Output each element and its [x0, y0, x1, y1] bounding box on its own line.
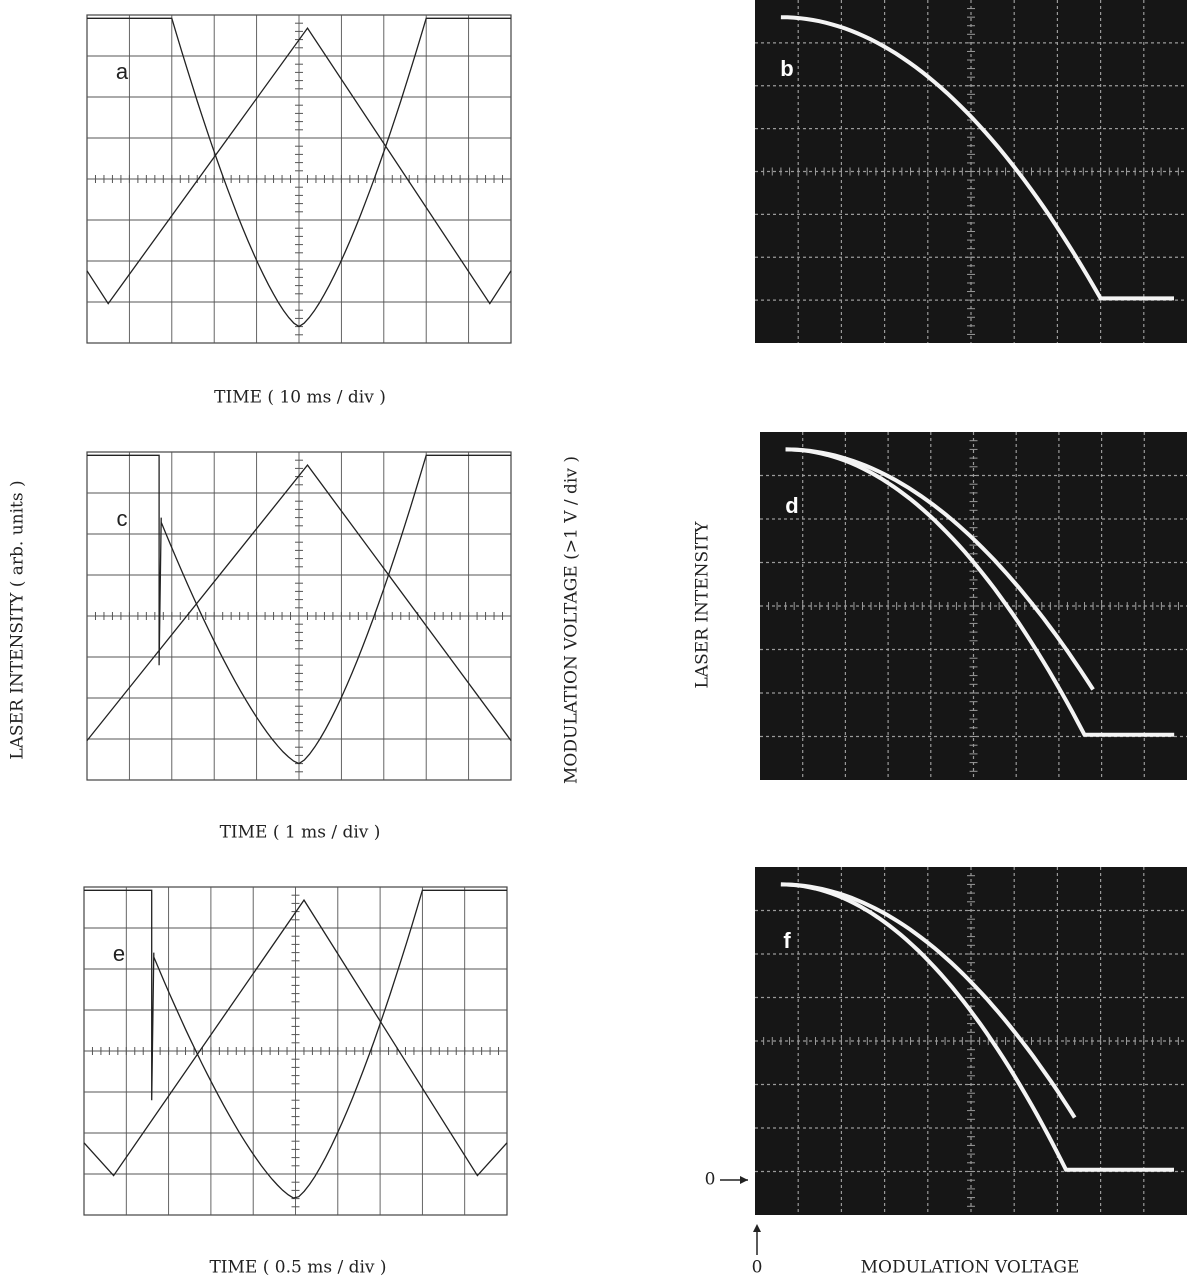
zero-label: 0	[705, 1170, 716, 1190]
modulation-trace	[86, 26, 512, 305]
modulation-trace	[86, 464, 512, 742]
x-axis-label: TIME ( 1 ms / div )	[220, 823, 381, 843]
modulation-trace	[83, 898, 508, 1177]
trace	[780, 15, 1174, 301]
trace	[785, 447, 1175, 737]
intensity-trace	[87, 17, 511, 328]
panel-label: b	[780, 56, 793, 81]
trace	[780, 882, 1174, 1172]
y-axis-label: LASER INTENSITY	[693, 521, 713, 689]
x-axis-label: MODULATION VOLTAGE	[861, 1258, 1080, 1278]
panel-label: c	[117, 506, 128, 531]
x-axis-label: TIME ( 10 ms / div )	[214, 388, 386, 408]
panel-label: d	[785, 493, 798, 518]
panel-label: f	[783, 928, 791, 953]
y-axis-label: LASER INTENSITY ( arb. units )	[8, 480, 28, 759]
intensity-trace	[87, 454, 511, 765]
arrow-head	[740, 1176, 748, 1184]
intensity-trace	[84, 889, 507, 1199]
x-axis-label: TIME ( 0.5 ms / div )	[209, 1258, 386, 1278]
y-axis-label: MODULATION VOLTAGE (>1 V / div )	[562, 456, 582, 784]
arrow-head	[753, 1224, 761, 1232]
zero-label: 0	[752, 1258, 763, 1278]
panel-label: e	[113, 941, 125, 966]
panel-label: a	[116, 59, 129, 84]
